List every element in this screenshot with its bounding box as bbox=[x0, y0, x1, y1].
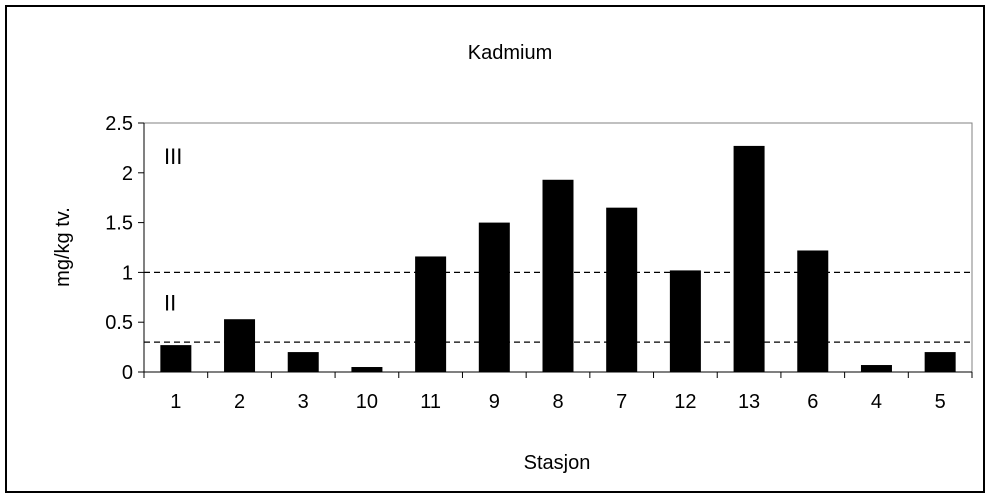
bar-7 bbox=[606, 207, 638, 372]
bar-9 bbox=[478, 222, 510, 372]
bar-11 bbox=[415, 256, 447, 372]
x-tick-label-4: 4 bbox=[871, 391, 882, 413]
class-label-III: III bbox=[164, 144, 182, 169]
class-label-II: II bbox=[164, 290, 176, 315]
x-tick-label-6: 6 bbox=[807, 391, 818, 413]
x-tick-label-2: 2 bbox=[234, 391, 245, 413]
bar-1 bbox=[160, 345, 192, 372]
bar-10 bbox=[351, 367, 383, 372]
x-tick-label-9: 9 bbox=[489, 391, 500, 413]
y-tick-label-3: 1.5 bbox=[105, 213, 133, 235]
y-tick-label-2: 1 bbox=[122, 262, 133, 284]
y-tick-label-0: 0 bbox=[122, 362, 133, 384]
x-axis-label: Stasjon bbox=[524, 452, 591, 474]
axes-group: 00.511.522.51 2 3 10 11 9 8 7 12 13 6 4 5 bbox=[105, 113, 973, 413]
y-tick-label-1: 0.5 bbox=[105, 312, 133, 334]
x-tick-label-7: 7 bbox=[616, 391, 627, 413]
bar-12 bbox=[669, 270, 701, 372]
y-tick-label-5: 2.5 bbox=[105, 113, 133, 135]
bar-6 bbox=[797, 250, 829, 372]
bar-2 bbox=[224, 319, 256, 372]
x-tick-label-13: 13 bbox=[738, 391, 760, 413]
bar-13 bbox=[733, 145, 765, 372]
bar-4 bbox=[860, 365, 892, 372]
bars-group bbox=[160, 145, 956, 372]
x-tick-label-10: 10 bbox=[356, 391, 378, 413]
chart-title: Kadmium bbox=[468, 42, 552, 64]
x-tick-label-5: 5 bbox=[935, 391, 946, 413]
bar-8 bbox=[542, 179, 574, 372]
bar-5 bbox=[924, 352, 956, 372]
x-tick-label-3: 3 bbox=[298, 391, 309, 413]
x-tick-label-1: 1 bbox=[170, 391, 181, 413]
x-tick-label-11: 11 bbox=[420, 391, 441, 413]
y-axis-label: mg/kg tv. bbox=[52, 207, 74, 287]
y-tick-label-4: 2 bbox=[122, 163, 133, 185]
x-tick-label-12: 12 bbox=[674, 391, 696, 413]
bar-3 bbox=[287, 352, 319, 372]
x-tick-label-8: 8 bbox=[552, 391, 563, 413]
